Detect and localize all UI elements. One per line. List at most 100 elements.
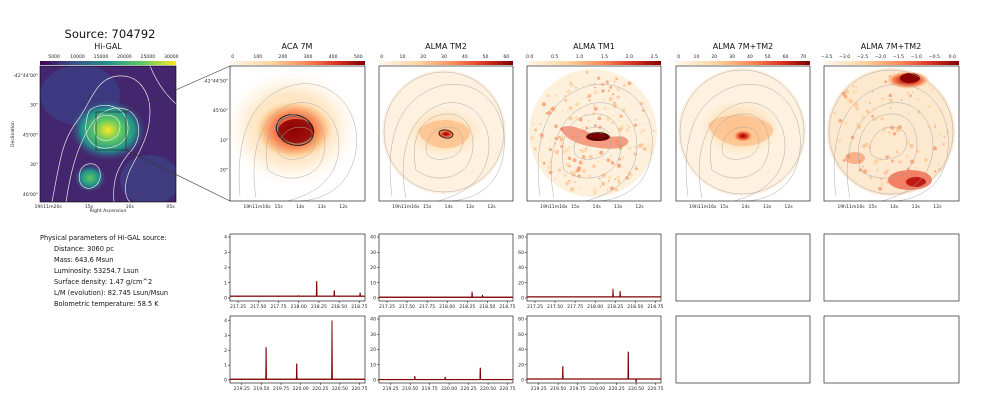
combined-log-colorbar [824, 61, 959, 65]
spectrum-panel: 0 20 40 60 80 217.25 217.50 217.75 218.00 218.25 2… [518, 233, 663, 310]
colorbar-tick-label: 2.5 [651, 54, 658, 60]
image-x-tick-label: 13s [912, 204, 921, 210]
spectrum-x-tick-label: 217.25 [379, 304, 395, 310]
higal-colorbar [40, 61, 176, 65]
spectrum-x-tick-label: 220.25 [609, 386, 625, 392]
spectrum-x-tick-label: 220.75 [500, 386, 516, 392]
spectrum-y-tick-label: 80 [518, 235, 524, 241]
spectrum-panel [675, 233, 811, 302]
spectrum-panel: 0 10 20 30 40 217.25 217.50 217.75 218.00 218.25 2… [370, 233, 515, 310]
spectrum-y-tick-label: 4 [224, 318, 227, 324]
colorbar-tick-label: −3.5 [821, 54, 832, 60]
aca7m-colorbar-ticks: 0 100 200 300 400 500 [231, 54, 362, 60]
image-x-tick-label: 15s [571, 204, 580, 210]
spectrum-x-tick-label: 217.50 [547, 304, 563, 310]
colorbar-tick-label: 0 [677, 54, 680, 60]
image-x-tick-label: 14s [593, 204, 602, 210]
colorbar-tick-label: 20000 [117, 54, 132, 60]
spectrum-x-tick-label: 217.50 [250, 304, 266, 310]
colorbar-tick-label: 30000 [164, 54, 179, 60]
colorbar-tick-label: 0.0 [526, 54, 533, 60]
spectrum-x-tick-label: 220.00 [293, 386, 309, 392]
spectrum-y-tick-label: 0 [521, 378, 524, 384]
image-y-tick-label: -42°44'00" [13, 73, 38, 79]
spectrum-frame [378, 233, 514, 302]
spectrum-x-tick-label: 220.50 [332, 386, 348, 392]
colorbar-tick-label: 10 [400, 54, 406, 60]
image-x-tick-label: 12s [933, 204, 942, 210]
image-x-tick-label: 12s [339, 204, 348, 210]
colorbar-tick-label: 400 [329, 54, 338, 60]
image-y-tick-label: -42°44'50" [203, 78, 228, 84]
spectrum-x-tick-label: 220.00 [589, 386, 605, 392]
spectrum-panel [823, 233, 960, 302]
spectrum-x-tick-label: 219.25 [531, 386, 547, 392]
colorbar-tick-label: 1.0 [576, 54, 583, 60]
spectrum-y-tick-label: 1 [224, 280, 227, 286]
image-x-tick-label: 13s [763, 204, 772, 210]
tm2-axes: 19h11m16s 15s 14s 13s 12s [392, 204, 496, 210]
combined-log-colorbar-ticks: −3.5 −3.0 −2.5 −2.0 −1.5 −1.0 −0.5 0.0 [821, 54, 956, 60]
spectrum-x-tick-label: 220.25 [461, 386, 477, 392]
spectrum-frame [526, 233, 662, 302]
image-y-tick-label: 45'00" [23, 132, 38, 138]
image-x-tick-label: 12s [635, 204, 644, 210]
physical-heading: Physical parameters of Hi-GAL source: [40, 234, 167, 242]
image-x-tick-label: 15s [868, 204, 877, 210]
spectrum-frame [823, 315, 960, 384]
image-y-tick-label: 10" [220, 138, 228, 144]
colorbar-tick-label: 40 [462, 54, 468, 60]
spectrum-panel: 0 1 2 3 4 219.25 219.50 219.75 220.00 220.25 220.5… [224, 315, 368, 392]
colorbar-tick-label: −0.5 [929, 54, 940, 60]
spectrum-y-tick-label: 40 [370, 235, 376, 241]
spectrum-frame [675, 315, 811, 384]
image-x-tick-label: 15s [720, 204, 729, 210]
colorbar-tick-label: 1.5 [601, 54, 608, 60]
image-y-tick-label: 46'00" [23, 192, 38, 198]
spectrum-y-tick-label: 0 [373, 378, 376, 384]
image-x-tick-label: 12s [487, 204, 496, 210]
spectrum-y-tick-label: 40 [518, 347, 524, 353]
aca7m-image [230, 66, 365, 201]
higal-axes: 19h11m20s 15s 10s 05s -42°44'00" 30" 45'00" 30"… [13, 73, 175, 210]
spectrum-y-tick-label: 0 [224, 378, 227, 384]
higal-image [40, 66, 176, 202]
higal-panel: Hi-GAL 5000 10000 15000 20000 25000 30000 [10, 42, 179, 214]
spectrum-x-tick-label: 218.75 [351, 304, 367, 310]
image-y-tick-label: 30" [30, 103, 38, 109]
image-x-tick-label: 19h11m20s [34, 204, 62, 210]
physical-distance: Distance: 3060 pc [54, 245, 114, 253]
image-x-tick-label: 14s [890, 204, 899, 210]
colorbar-tick-label: 200 [279, 54, 288, 60]
image-x-tick-label: 19h11m16s [689, 204, 717, 210]
spectrum-panel [675, 315, 811, 384]
colorbar-tick-label: 10 [694, 54, 700, 60]
combined-panel: ALMA 7M+TM2 0 10 20 30 40 50 60 70 19h11m16s 15s… [675, 42, 811, 210]
image-x-tick-label: 15s [85, 204, 94, 210]
spectrum-y-tick-label: 10 [370, 280, 376, 286]
spectrum-x-tick-label: 218.50 [331, 304, 347, 310]
physical-luminosity: Luminosity: 53254.7 Lsun [54, 267, 139, 275]
colorbar-tick-label: −3.0 [839, 54, 850, 60]
tm1-image [527, 66, 661, 201]
colorbar-tick-label: 0.5 [551, 54, 558, 60]
source-title: Source: 704792 [65, 27, 156, 41]
image-x-tick-label: 12s [784, 204, 793, 210]
tm1-colorbar [527, 61, 661, 65]
spectrum-x-tick-label: 218.50 [479, 304, 495, 310]
spectrum-y-tick-label: 0 [521, 296, 524, 302]
combined-log-title: ALMA 7M+TM2 [861, 42, 921, 51]
spectrum-y-tick-label: 10 [370, 362, 376, 368]
spectrum-y-tick-label: 20 [370, 265, 376, 271]
combined-log-axes: 19h11m16s 15s 14s 13s 12s [837, 204, 942, 210]
physical-mass: Mass: 643.6 Msun [54, 256, 113, 264]
spectrum-x-tick-label: 219.50 [402, 386, 418, 392]
spectrum-x-tick-label: 218.00 [291, 304, 307, 310]
colorbar-tick-label: 500 [354, 54, 363, 60]
image-x-tick-label: 10s [126, 204, 135, 210]
spectrum-x-tick-label: 220.25 [312, 386, 328, 392]
spectrum-x-tick-label: 218.25 [459, 304, 475, 310]
spectrum-x-tick-label: 217.25 [230, 304, 246, 310]
colorbar-tick-label: 2.0 [626, 54, 633, 60]
image-x-tick-label: 19h11m16s [837, 204, 865, 210]
